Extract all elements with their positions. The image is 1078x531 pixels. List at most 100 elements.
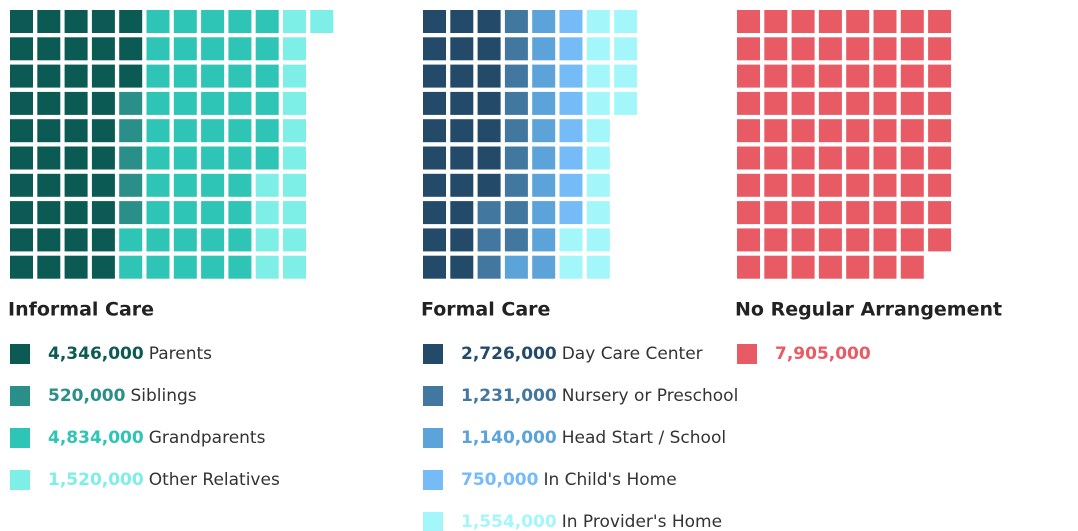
waffle-cell [737,37,760,61]
waffle-cell [532,201,556,225]
waffle-cell [255,201,279,225]
waffle-cell [173,173,197,197]
waffle-cell [91,201,115,225]
waffle-cell [173,146,197,170]
waffle-segment [119,91,143,225]
waffle-cell [928,119,952,143]
waffle-cell [791,37,815,61]
waffle-cell [450,91,474,115]
legend-value: 1,231,000 [461,386,557,406]
waffle-cell [91,255,115,279]
waffle-cell [477,201,501,225]
waffle-cell [228,255,252,279]
waffle-cell [900,146,924,170]
waffle-cell [37,10,61,33]
waffle-cell [10,64,33,88]
legend-swatch [10,470,30,490]
legend-entry: 1,554,000 In Provider's Home [461,512,722,531]
waffle-cell [423,64,446,88]
waffle-cell [228,37,252,61]
waffle-cell [64,64,88,88]
waffle-cell [928,173,952,197]
waffle-cell [201,173,225,197]
waffle-cell [201,146,225,170]
waffle-cell [559,119,583,143]
waffle-cell [201,255,225,279]
waffle-cell [846,119,870,143]
legend-value: 520,000 [48,386,126,406]
waffle-cell [873,91,897,115]
waffle-cell [873,37,897,61]
waffle-cell [201,228,225,252]
waffle-cell [900,228,924,252]
waffle-cell [764,228,788,252]
waffle-cell [614,64,638,88]
waffle-cell [586,228,610,252]
waffle-cell [900,119,924,143]
waffle-cell [91,64,115,88]
waffle-cell [559,91,583,115]
waffle-cell [146,228,170,252]
waffle-cell [119,64,143,88]
waffle-cell [504,10,528,33]
legend-value: 1,140,000 [461,428,557,448]
waffle-cell [818,173,842,197]
waffle-segment [10,10,143,279]
legend-label: Parents [149,344,212,364]
waffle-cell [504,91,528,115]
waffle-cell [900,37,924,61]
waffle-cell [37,255,61,279]
waffle-cell [791,255,815,279]
waffle-segment [255,10,334,279]
waffle-cell [846,201,870,225]
waffle-cell [146,255,170,279]
legend-value: 750,000 [461,470,539,490]
waffle-cell [504,37,528,61]
legend-entry: 7,905,000 [775,344,871,364]
waffle-cell [255,91,279,115]
waffle-cell [477,91,501,115]
waffle-cell [119,10,143,33]
waffle-cell [791,228,815,252]
waffle-cell [614,10,638,33]
waffle-cell [10,228,33,252]
legend-label: Head Start / School [562,428,726,448]
waffle-cell [873,255,897,279]
waffle-cell [173,228,197,252]
group-title: Informal Care [8,299,154,321]
waffle-cell [900,255,924,279]
waffle-cell [450,119,474,143]
waffle-cell [201,201,225,225]
waffle-cell [10,37,33,61]
waffle-cell [846,64,870,88]
waffle-cell [586,91,610,115]
legend-swatch [10,344,30,364]
legend-value: 1,554,000 [461,512,557,531]
waffle-cell [586,37,610,61]
waffle-cell [737,91,760,115]
waffle-cell [532,91,556,115]
waffle-cell [423,173,446,197]
legend-entry: 2,726,000 Day Care Center [461,344,703,364]
waffle-cell [818,201,842,225]
waffle-cell [64,91,88,115]
waffle-cell [37,201,61,225]
waffle-cell [228,119,252,143]
waffle-cell [764,91,788,115]
waffle-cell [146,64,170,88]
waffle-cell [423,37,446,61]
waffle-cell [283,173,306,197]
waffle-cell [846,10,870,33]
waffle-cell [37,228,61,252]
waffle-cell [64,146,88,170]
legend-entry: 1,231,000 Nursery or Preschool [461,386,738,406]
waffle-cell [119,37,143,61]
legend-entry: 1,520,000 Other Relatives [48,470,280,490]
waffle-cell [818,10,842,33]
waffle-cell [173,255,197,279]
waffle-cell [586,10,610,33]
waffle-cell [64,255,88,279]
waffle-cell [64,10,88,33]
waffle-cell [559,37,583,61]
